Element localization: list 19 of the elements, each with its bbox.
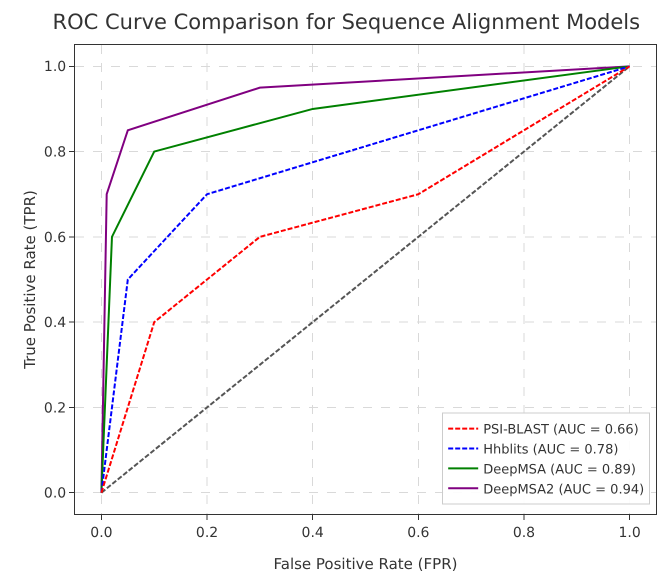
x-tick-label: 0.0 [90, 524, 113, 541]
x-tick-label: 0.6 [407, 524, 430, 541]
x-tick-label: 0.8 [512, 524, 536, 541]
chart-title: ROC Curve Comparison for Sequence Alignment Models [52, 10, 640, 34]
x-tick-label: 1.0 [618, 524, 641, 541]
x-tick-label: 0.2 [196, 524, 218, 541]
y-axis-title: True Positive Rate (TPR) [21, 190, 39, 370]
y-tick-label: 0.6 [44, 230, 66, 246]
y-tick-label: 0.4 [44, 315, 66, 332]
y-tick-label: 0.0 [44, 486, 66, 502]
legend-label: PSI-BLAST (AUC = 0.66) [483, 422, 639, 438]
x-tick-label: 0.4 [302, 524, 324, 541]
x-axis-title: False Positive Rate (FPR) [274, 555, 458, 573]
legend-label: DeepMSA2 (AUC = 0.94) [483, 482, 644, 498]
y-tick-label: 1.0 [44, 59, 66, 76]
legend-label: DeepMSA (AUC = 0.89) [483, 462, 636, 478]
y-tick-label: 0.2 [44, 400, 66, 416]
legend-label: Hhblits (AUC = 0.78) [483, 442, 618, 458]
y-tick-label: 0.8 [44, 144, 66, 160]
